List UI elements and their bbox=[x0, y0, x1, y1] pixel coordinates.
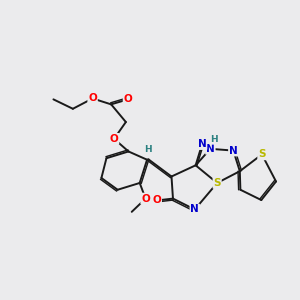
Text: O: O bbox=[124, 94, 132, 104]
Text: N: N bbox=[190, 205, 199, 214]
Text: O: O bbox=[152, 195, 161, 205]
Text: N: N bbox=[198, 139, 206, 149]
Text: O: O bbox=[110, 134, 118, 144]
Text: S: S bbox=[258, 149, 266, 159]
Text: S: S bbox=[213, 178, 221, 188]
Text: H: H bbox=[210, 135, 218, 144]
Text: N: N bbox=[229, 146, 238, 156]
Text: N: N bbox=[206, 144, 215, 154]
Text: H: H bbox=[144, 146, 152, 154]
Text: O: O bbox=[88, 94, 97, 103]
Text: O: O bbox=[141, 194, 150, 204]
